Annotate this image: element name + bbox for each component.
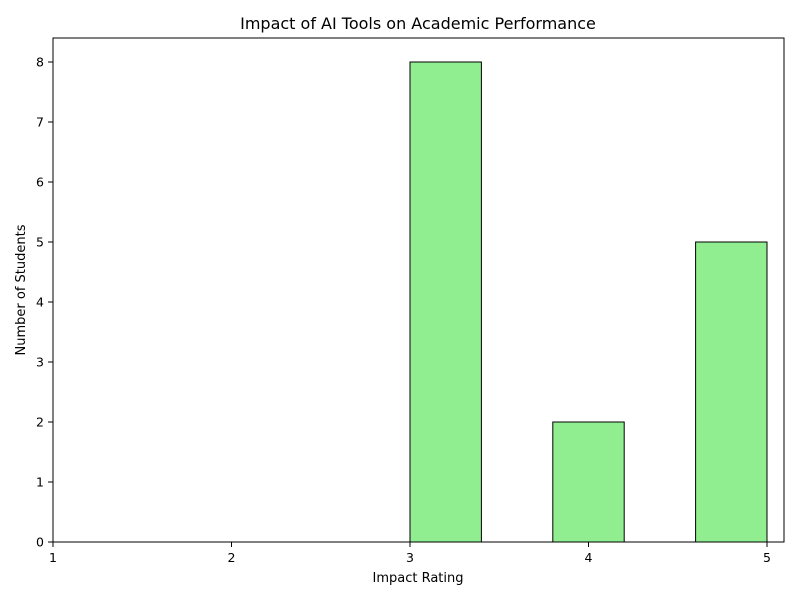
y-tick-label-6: 6 — [36, 175, 44, 190]
y-tick-label-0: 0 — [36, 535, 44, 550]
histogram-bar-7 — [552, 421, 625, 543]
y-tick-label-1: 1 — [36, 475, 44, 490]
y-tick-label-8: 8 — [36, 55, 44, 70]
x-axis-label: Impact Rating — [372, 571, 463, 586]
y-tick-label-4: 4 — [36, 295, 44, 310]
chart-title: Impact of AI Tools on Academic Performan… — [240, 14, 596, 33]
y-tick-label-2: 2 — [36, 415, 44, 430]
x-tick-label-0: 1 — [49, 550, 57, 565]
y-tick-label-3: 3 — [36, 355, 44, 370]
x-tick-label-1: 2 — [228, 550, 236, 565]
x-tick-label-4: 5 — [763, 550, 771, 565]
histogram-bar-5 — [409, 61, 482, 543]
y-axis-label: Number of Students — [14, 224, 29, 355]
y-tick-label-5: 5 — [36, 235, 44, 250]
y-tick-label-7: 7 — [36, 115, 44, 130]
x-tick-label-3: 4 — [585, 550, 593, 565]
y-axis-ticks: 0 1 2 3 4 5 6 7 8 — [36, 55, 53, 550]
x-axis-ticks: 1 2 3 4 5 — [49, 542, 771, 565]
bars-layer — [53, 61, 768, 543]
histogram-bar-9 — [695, 241, 768, 543]
x-tick-label-2: 3 — [406, 550, 414, 565]
plot-frame — [52, 37, 785, 543]
